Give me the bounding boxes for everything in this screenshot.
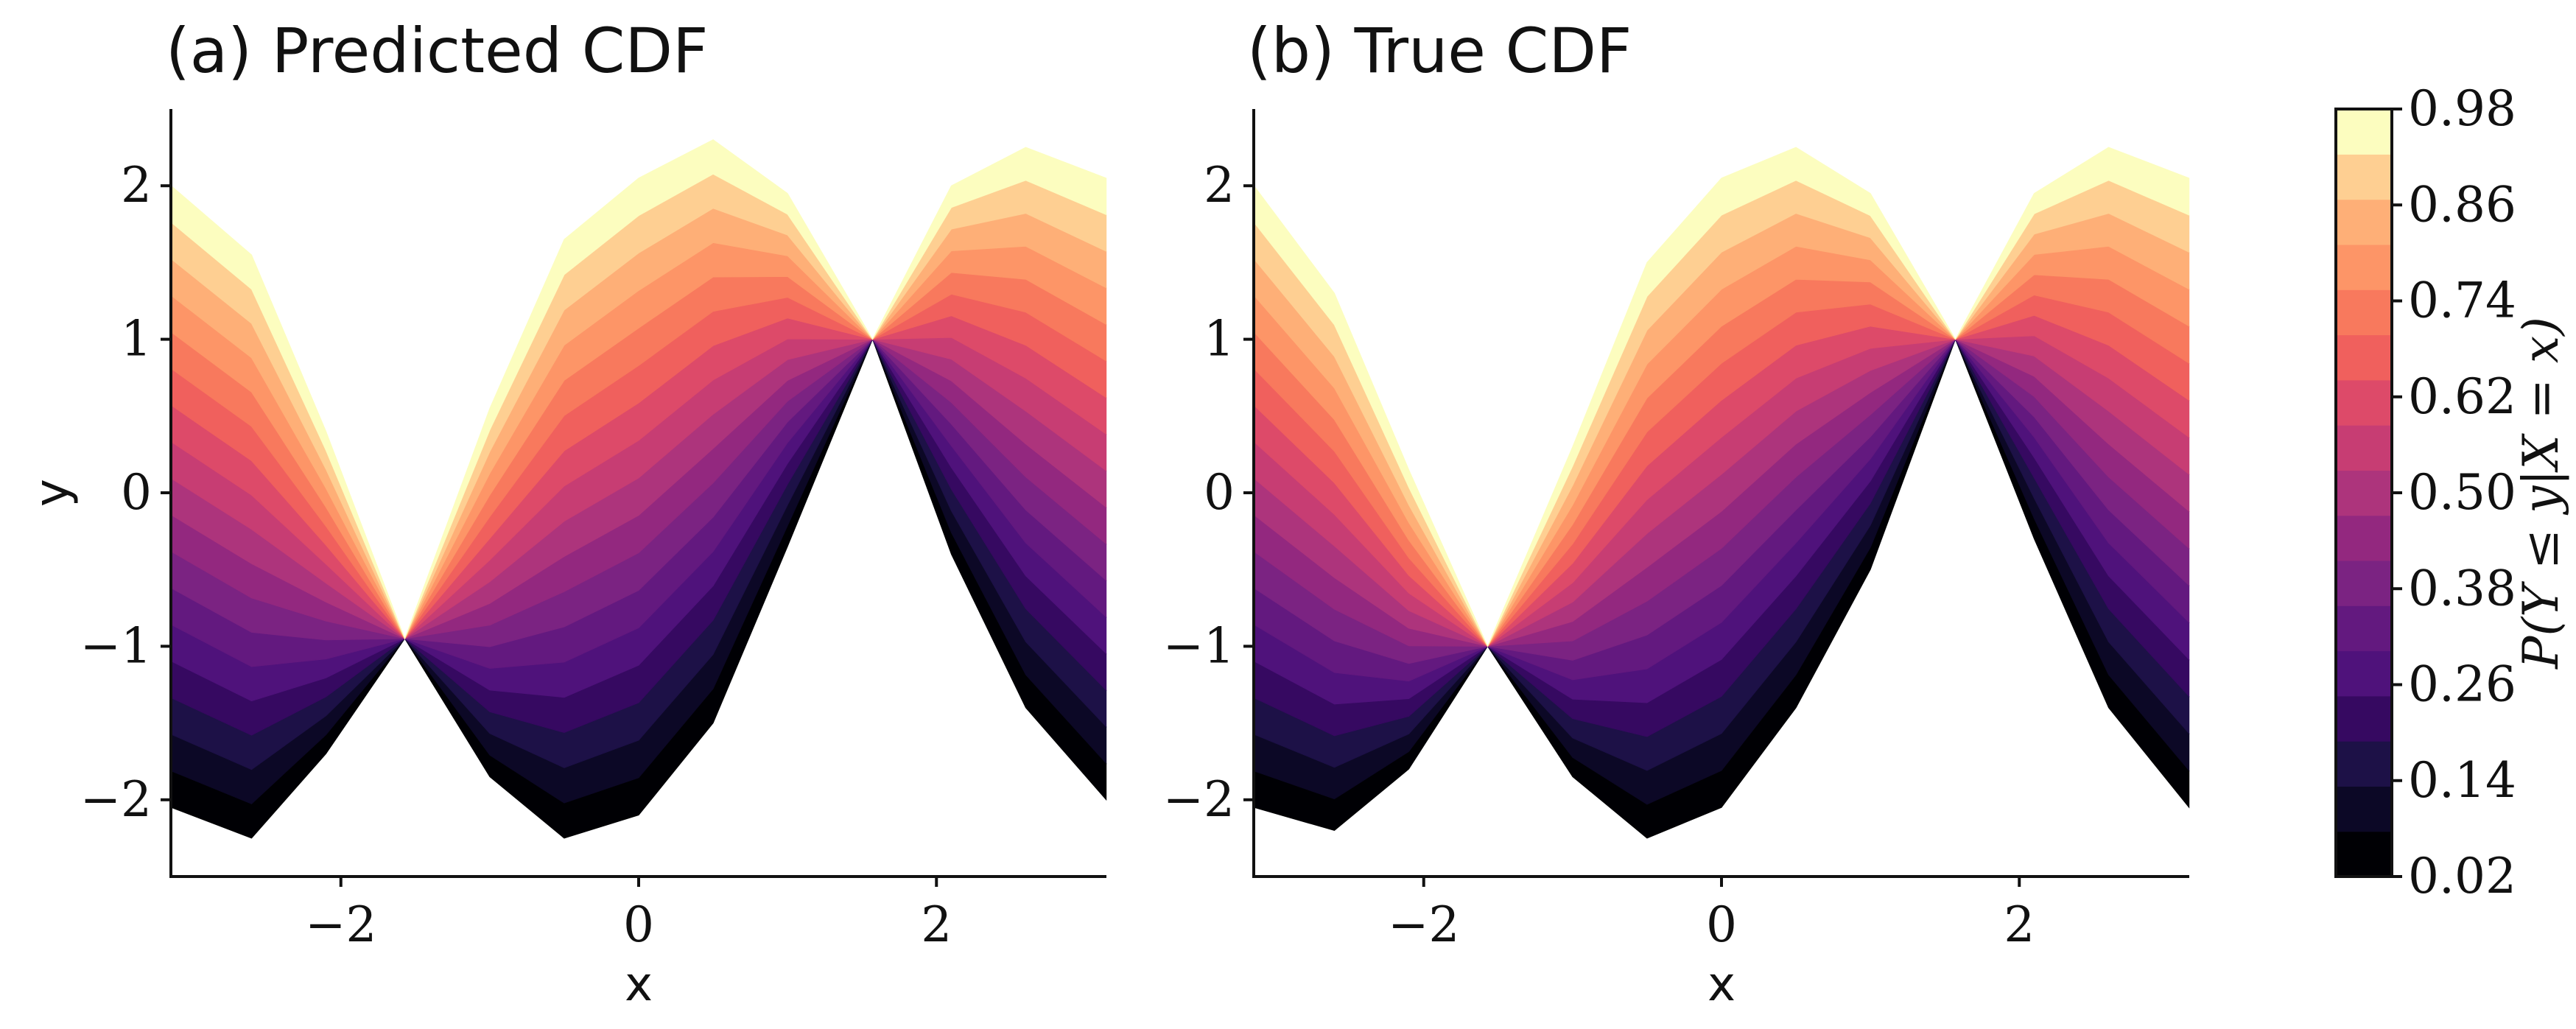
contour-bands: [170, 139, 1107, 839]
colorbar-swatch: [2336, 289, 2392, 336]
colorbar-swatch: [2336, 154, 2392, 200]
colorbar-swatch: [2336, 470, 2392, 516]
colorbar-label: P(Y ≤ y|X = x): [2513, 317, 2569, 670]
x-tick-label: 2: [2004, 896, 2035, 953]
y-ticks: −2 −1 0 1 2: [1163, 157, 1254, 828]
colorbar-swatch: [2336, 425, 2392, 471]
panel-title: (b) True CDF: [1247, 15, 1632, 87]
colorbar-swatch: [2336, 831, 2392, 877]
y-ticks: −2 −1 0 1 2: [80, 157, 171, 828]
colorbar: 0.02 0.14 0.26 0.38 0.50 0.62 0.74 0.86 0.98 P(Y…: [2334, 80, 2569, 905]
colorbar-ticks: 0.02 0.14 0.26 0.38 0.50 0.62 0.74 0.86 0.98: [2392, 80, 2516, 905]
y-tick-label: 0: [1204, 464, 1235, 521]
colorbar-tick-label: 0.02: [2408, 848, 2516, 905]
colorbar-swatch: [2336, 560, 2392, 606]
x-axis-label: x: [1708, 958, 1736, 1012]
axes-spines: [1252, 109, 2189, 878]
colorbar-swatches: [2336, 109, 2392, 877]
colorbar-tick-label: 0.62: [2408, 368, 2516, 425]
panel-true-cdf: (b) True CDF −2 0 2 −2 −1 0 1 2 x: [1163, 15, 2190, 1012]
y-tick-label: −1: [80, 617, 152, 674]
colorbar-tick-label: 0.50: [2408, 464, 2516, 521]
y-tick-label: −2: [80, 771, 152, 828]
y-tick-label: 1: [121, 311, 152, 368]
colorbar-swatch: [2336, 379, 2392, 426]
colorbar-swatch: [2336, 334, 2392, 381]
colorbar-swatch: [2336, 109, 2392, 155]
panel-title: (a) Predicted CDF: [166, 15, 708, 87]
x-tick-label: −2: [305, 896, 376, 953]
y-tick-label: 1: [1204, 311, 1235, 368]
colorbar-tick-label: 0.74: [2408, 273, 2516, 329]
colorbar-swatch: [2336, 199, 2392, 245]
x-axis-label: x: [625, 958, 653, 1012]
x-ticks: −2 0 2: [305, 877, 952, 953]
colorbar-tick-label: 0.38: [2408, 560, 2516, 617]
colorbar-tick-label: 0.98: [2408, 80, 2516, 137]
colorbar-swatch: [2336, 515, 2392, 561]
colorbar-tick-label: 0.14: [2408, 752, 2516, 809]
colorbar-swatch: [2336, 741, 2392, 787]
contour-bands: [1253, 147, 2190, 839]
colorbar-tick-label: 0.86: [2408, 176, 2516, 233]
colorbar-swatch: [2336, 786, 2392, 832]
x-ticks: −2 0 2: [1388, 877, 2035, 953]
y-tick-label: −1: [1163, 617, 1235, 674]
y-tick-label: 2: [121, 157, 152, 214]
y-tick-label: −2: [1163, 771, 1235, 828]
colorbar-swatch: [2336, 650, 2392, 697]
y-tick-label: 0: [121, 464, 152, 521]
x-tick-label: 0: [623, 896, 654, 953]
colorbar-swatch: [2336, 605, 2392, 652]
colorbar-swatch: [2336, 244, 2392, 290]
y-tick-label: 2: [1204, 157, 1235, 214]
y-axis-label: y: [25, 479, 80, 507]
axes-spines: [169, 109, 1106, 878]
x-tick-label: −2: [1388, 896, 1459, 953]
panel-predicted-cdf: (a) Predicted CDF −2 0 2 −2 −1 0 1 2 x y: [25, 15, 1107, 1012]
colorbar-tick-label: 0.26: [2408, 656, 2516, 713]
contour-band: [170, 139, 1107, 640]
x-tick-label: 0: [1706, 896, 1737, 953]
colorbar-swatch: [2336, 695, 2392, 742]
x-tick-label: 2: [921, 896, 952, 953]
contour-band: [1253, 147, 2190, 647]
